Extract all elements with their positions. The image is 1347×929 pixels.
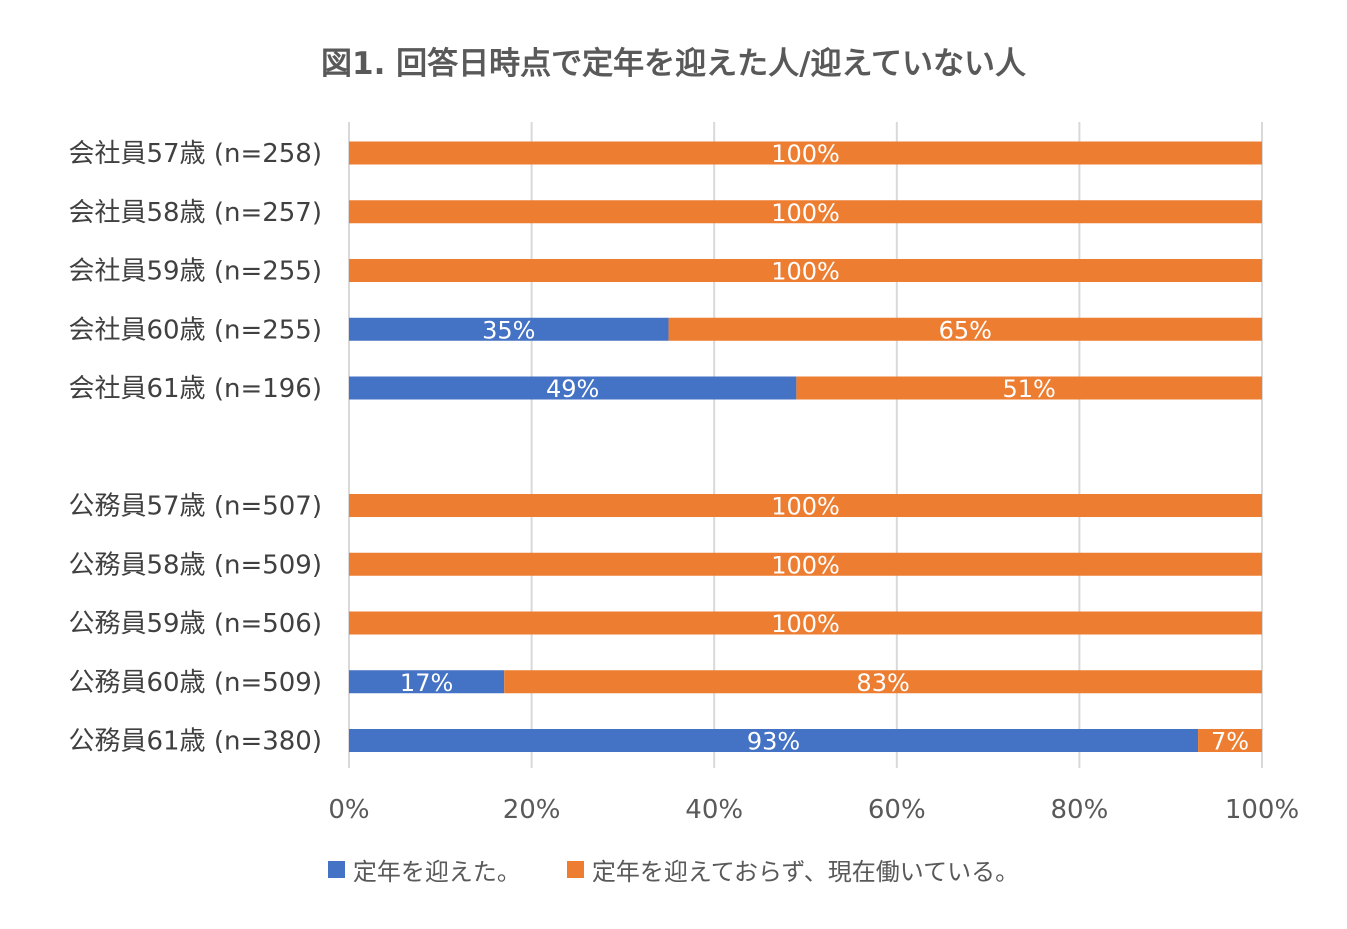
category-label: 公務員59歳 (n=506) [68, 609, 322, 639]
x-tick-label: 60% [868, 795, 926, 825]
data-label: 83% [856, 669, 909, 697]
category-label: 公務員58歳 (n=509) [68, 550, 322, 580]
data-label: 49% [546, 375, 599, 403]
data-label: 100% [771, 258, 840, 286]
category-label: 会社員57歳 (n=258) [68, 139, 322, 169]
bar-segment [668, 317, 1262, 341]
category-label: 会社員61歳 (n=196) [68, 374, 322, 404]
legend-swatch [327, 861, 345, 878]
bar-segment [349, 552, 1262, 576]
bar-segment [349, 317, 669, 341]
data-label: 65% [939, 316, 992, 344]
legend-swatch [566, 861, 584, 878]
bars [349, 141, 1263, 752]
data-label: 100% [771, 493, 840, 521]
x-tick-label: 80% [1051, 795, 1109, 825]
gridlines [348, 122, 1263, 768]
category-label: 公務員60歳 (n=509) [68, 668, 322, 698]
bar-segment [349, 494, 1262, 517]
bar-segment [349, 611, 1262, 635]
data-label: 35% [482, 316, 535, 344]
legend-label: 定年を迎えておらず、現在働いている。 [591, 858, 1020, 886]
category-label: 会社員59歳 (n=255) [68, 257, 322, 287]
bar-segment [349, 729, 1199, 752]
legend: 定年を迎えた。 定年を迎えておらず、現在働いている。 [0, 852, 1347, 887]
labels: 0% 20% 40% 60% 80% 100% 会社員57歳 (n=258) 100% 会社員5… [68, 139, 1299, 825]
x-tick-label: 20% [503, 795, 561, 825]
category-label: 公務員61歳 (n=380) [68, 727, 322, 757]
category-label: 会社員58歳 (n=257) [68, 198, 322, 228]
data-label: 7% [1211, 728, 1249, 756]
legend-item-working: 定年を迎えておらず、現在働いている。 [566, 852, 1020, 887]
bar-segment [349, 376, 797, 400]
data-label: 93% [747, 728, 800, 756]
bar-segment [349, 141, 1262, 165]
data-label: 17% [400, 669, 453, 697]
chart-title: 図1. 回答日時点で定年を迎えた人/迎えていない人 [321, 46, 1026, 82]
bar-segment [349, 670, 505, 694]
data-label: 51% [1003, 375, 1056, 403]
legend-item-retired: 定年を迎えた。 [327, 852, 521, 887]
data-label: 100% [771, 199, 840, 227]
data-label: 100% [771, 610, 840, 638]
category-label: 公務員57歳 (n=507) [68, 492, 322, 522]
legend-label: 定年を迎えた。 [352, 858, 521, 886]
x-tick-label: 40% [685, 795, 743, 825]
bar-segment [349, 200, 1262, 224]
bar-segment [504, 670, 1263, 694]
x-tick-label: 100% [1225, 795, 1299, 825]
bar-segment [349, 259, 1262, 282]
data-label: 100% [771, 140, 840, 168]
bar-segment [796, 376, 1262, 400]
bar-segment [1198, 729, 1262, 752]
data-label: 100% [771, 551, 840, 579]
x-tick-label: 0% [328, 795, 369, 825]
category-label: 会社員60歳 (n=255) [68, 315, 322, 345]
